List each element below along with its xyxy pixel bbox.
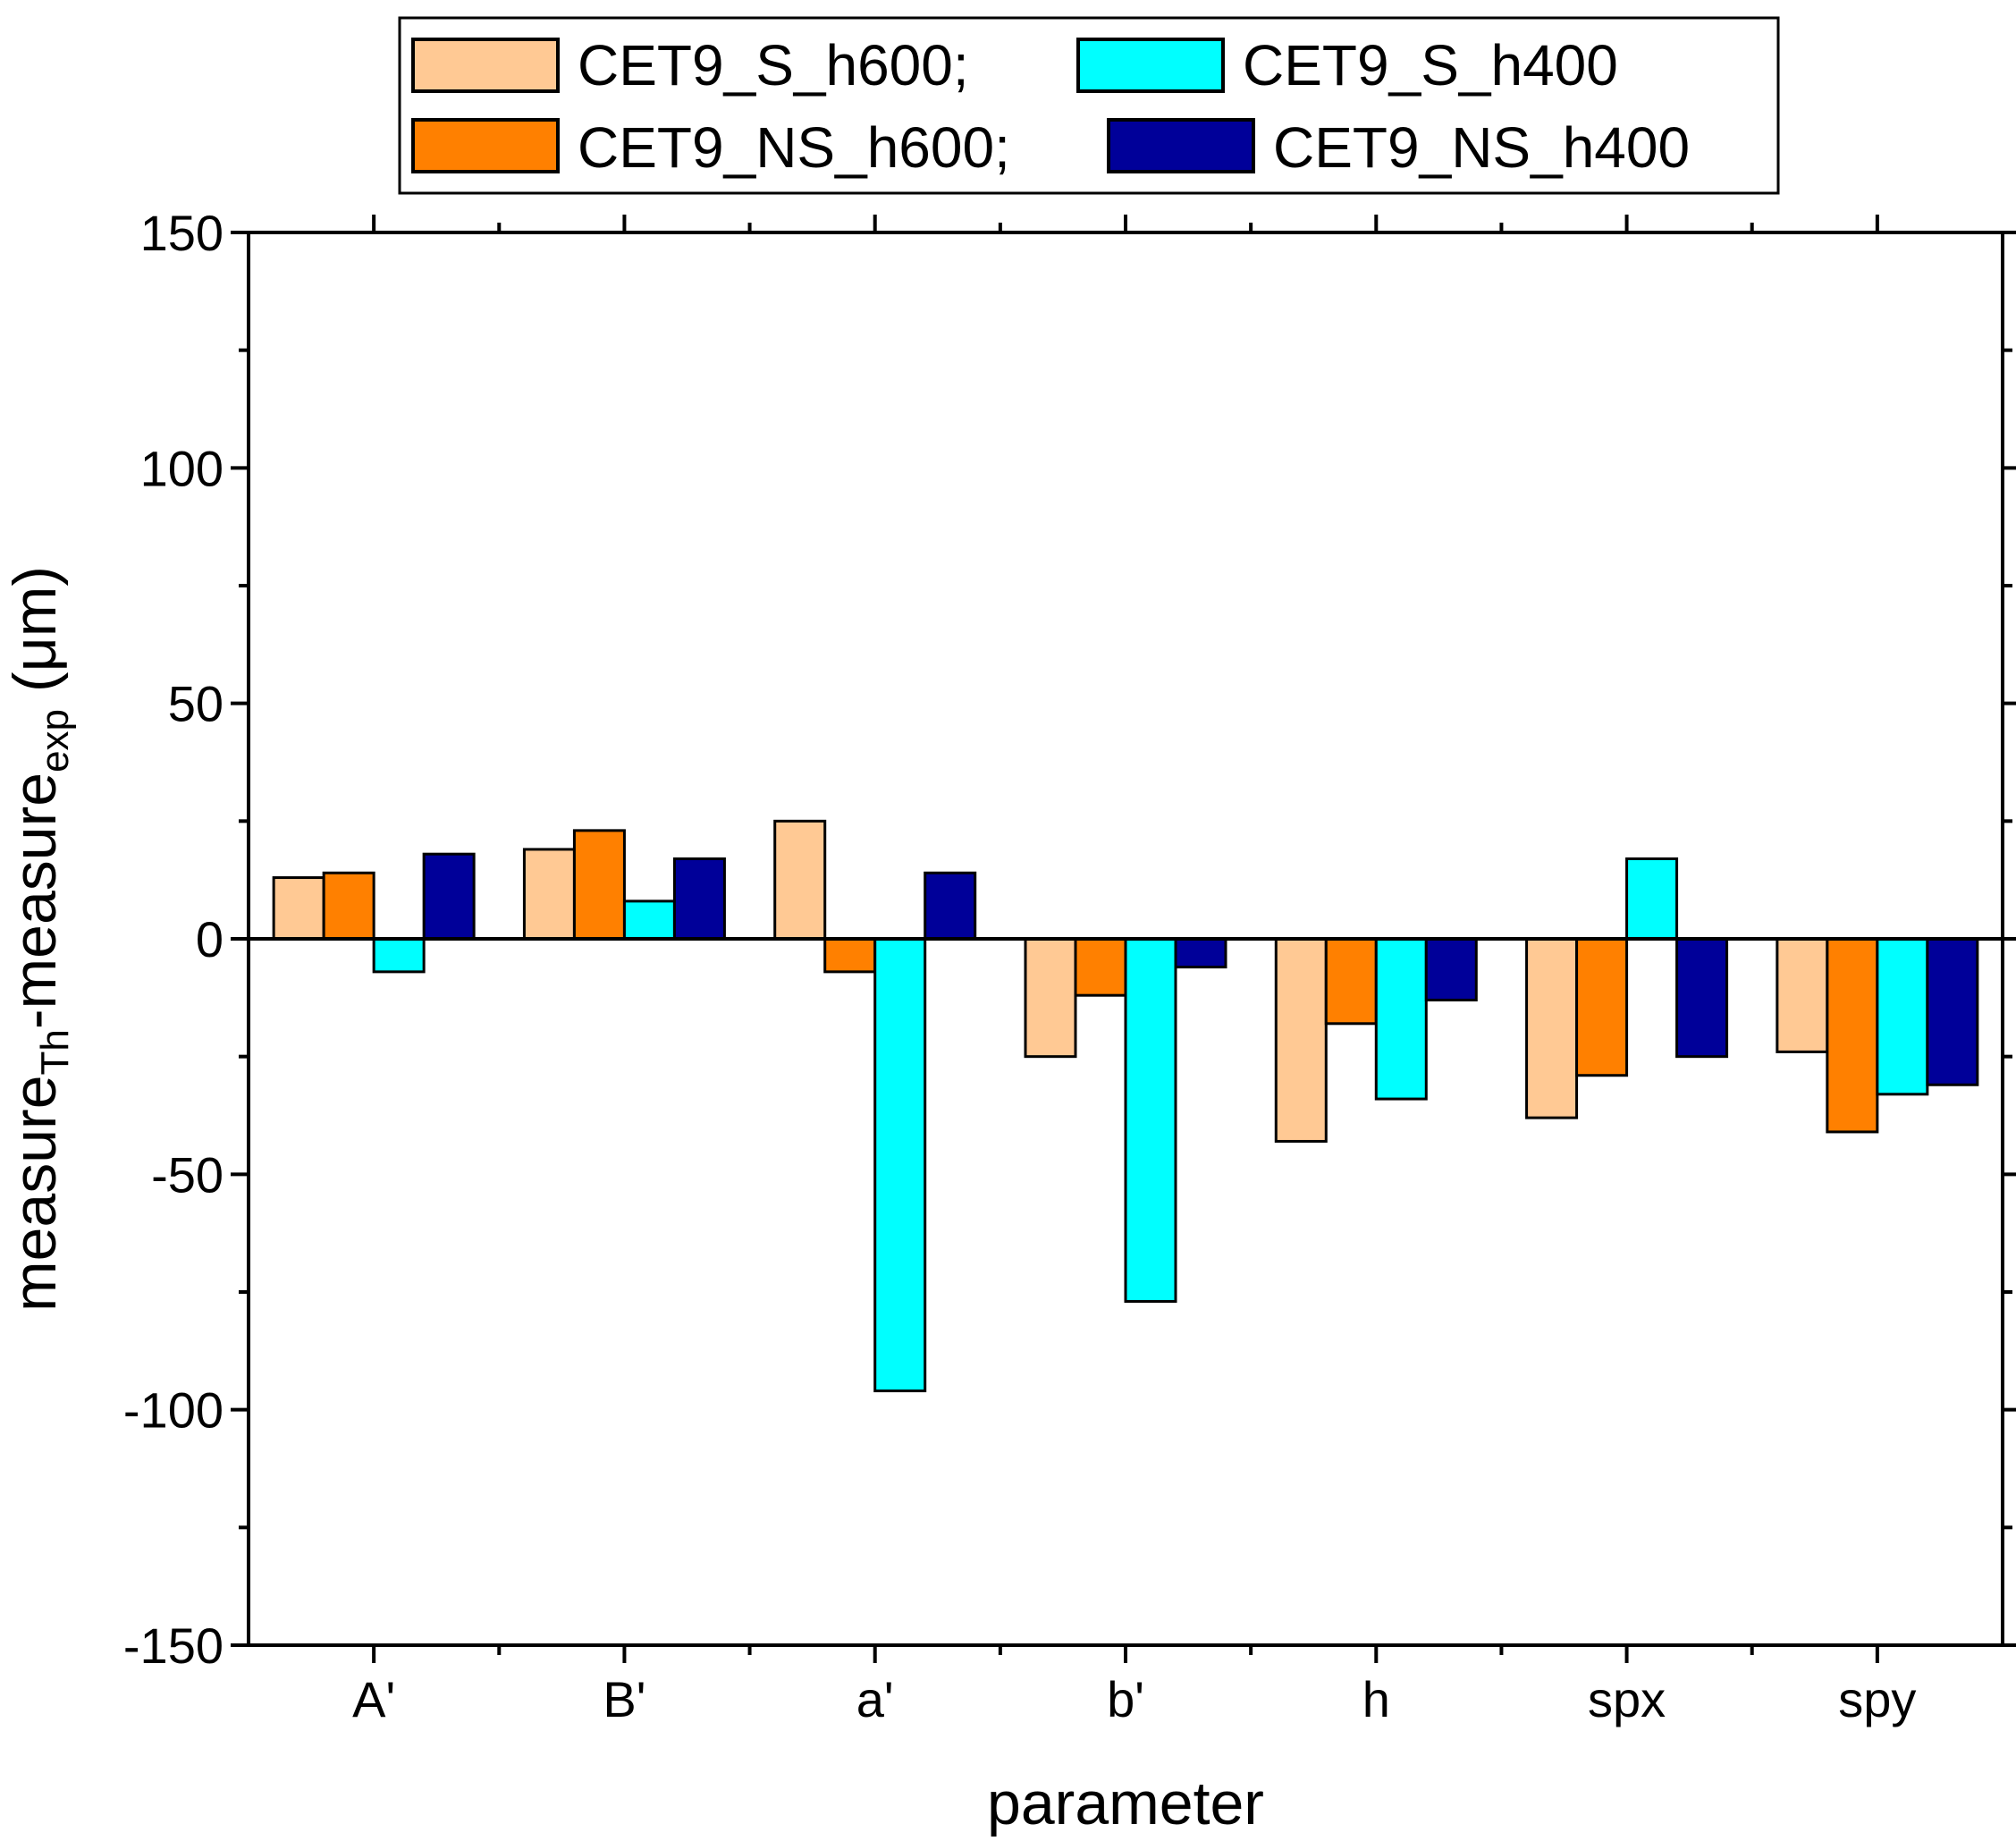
y-tick-label: -100 [123,1382,224,1439]
y-tick-label: 100 [140,440,224,496]
legend-swatch-cet9-ns-h600 [411,118,560,173]
bar-cet9-s-h600-spy [1776,937,1829,1053]
bar-cet9-ns-h600-a [823,937,877,974]
bar-cet9-ns-h600-b [572,829,626,941]
bar-cet9-ns-h400-a [924,871,977,941]
bar-cet9-s-h600-b [1024,937,1077,1059]
y-tick-label: -50 [151,1146,224,1203]
bar-cet9-ns-h600-h [1324,937,1378,1026]
bar-cet9-ns-h400-spy [1926,937,1979,1086]
x-tick-label-a: A' [352,1671,395,1727]
bar-cet9-s-h400-a [873,937,927,1393]
x-tick-label-a: a' [856,1671,894,1727]
x-axis-title: parameter [987,1769,1264,1837]
y-tick-label: -150 [123,1617,224,1674]
bar-cet9-s-h600-a [272,876,325,941]
bar-cet9-s-h600-spx [1525,937,1579,1119]
y-title-minus-measure: -measure [1,773,69,1029]
y-tick-label: 0 [196,911,224,967]
bar-cet9-s-h600-a [773,819,827,941]
bar-cet9-s-h400-a [372,937,426,974]
bar-cet9-ns-h400-spx [1675,937,1729,1059]
bar-cet9-ns-h600-b [1074,937,1127,997]
bar-cet9-s-h400-h [1374,937,1428,1101]
y-tick-label: 150 [140,205,224,261]
y-title-sub-th: Th [33,1029,77,1075]
bar-cet9-ns-h400-h [1424,937,1478,1001]
x-tick-label-b: b' [1107,1671,1144,1727]
x-tick-label-h: h [1362,1671,1390,1727]
bar-cet9-ns-h600-a [322,871,375,941]
x-tick-label-spx: spx [1588,1671,1666,1727]
bars-group [272,819,1979,1393]
bar-cet9-s-h600-b [522,848,576,941]
legend-swatch-cet9-s-h400 [1076,38,1225,93]
legend-label-cet9-ns-h600: CET9_NS_h600; [578,115,1010,180]
y-title-measure: measure [1,1075,69,1312]
legend-label-cet9-s-h400: CET9_S_h400 [1243,33,1618,97]
x-tick-label-spy: spy [1838,1671,1916,1727]
bar-cet9-s-h400-b [622,899,676,941]
legend-label-cet9-s-h600: CET9_S_h600; [578,33,969,97]
bar-cet9-s-h400-b [1124,937,1177,1304]
y-title-unit: (μm) [1,566,69,709]
legend-swatch-cet9-ns-h400 [1107,118,1255,173]
bar-cet9-ns-h600-spy [1826,937,1879,1134]
y-axis-ticks: -150 -100 -50 0 50 100 150 [123,205,2016,1674]
x-axis-ticks: A' B' a' b' h spx spy [352,215,1916,1727]
y-title-sub-exp: exp [33,709,77,773]
bar-cet9-ns-h400-a [422,852,476,941]
legend-label-cet9-ns-h400: CET9_NS_h400 [1273,115,1690,180]
y-tick-label: 50 [168,676,224,732]
bar-cet9-ns-h600-spx [1575,937,1629,1077]
bar-cet9-ns-h400-b [1174,937,1227,969]
legend: CET9_S_h600; CET9_S_h400 CET9_NS_h600; C… [398,16,1780,195]
bar-cet9-s-h600-h [1274,937,1328,1143]
y-axis-title: measureTh-measureexp (μm) [1,566,77,1312]
x-tick-label-b: B' [603,1671,645,1727]
bar-cet9-s-h400-spx [1625,857,1679,941]
bar-cet9-s-h400-spy [1876,937,1929,1096]
legend-swatch-cet9-s-h600 [411,38,560,93]
bar-cet9-ns-h400-b [672,857,726,941]
